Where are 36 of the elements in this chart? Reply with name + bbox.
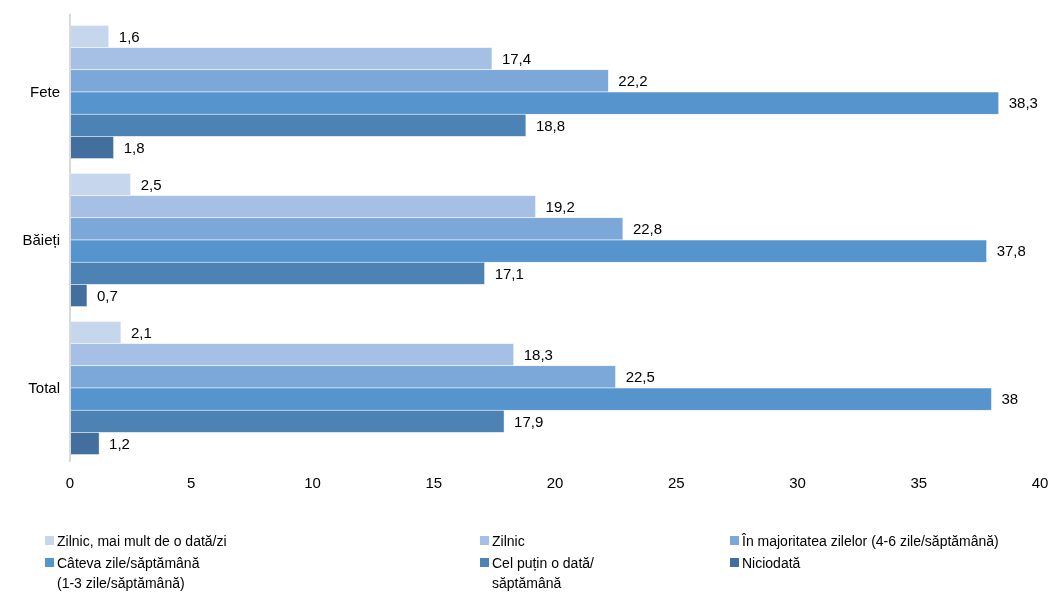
data-label: 2,1 xyxy=(130,323,152,341)
x-tick-label: 35 xyxy=(910,474,928,491)
data-label: 19,2 xyxy=(545,197,575,215)
legend-label: Zilnic xyxy=(492,532,525,549)
x-tick-label: 0 xyxy=(65,474,75,491)
data-label: 17,1 xyxy=(494,264,524,282)
legend-label: Niciodată xyxy=(742,554,801,571)
data-label: 18,8 xyxy=(535,116,566,134)
y-tick-label: Total xyxy=(28,379,60,397)
data-label: 37,8 xyxy=(996,242,1026,260)
data-label: 1,2 xyxy=(109,434,130,452)
legend-label: Zilnic, mai mult de o dată/zi xyxy=(57,532,227,549)
data-label: 17,9 xyxy=(514,412,544,430)
data-label: 22,8 xyxy=(632,220,663,238)
data-label: 38,3 xyxy=(1008,94,1038,112)
x-tick-label: 30 xyxy=(789,474,806,491)
data-label: 22,2 xyxy=(618,72,648,90)
x-tick-label: 5 xyxy=(187,474,196,491)
data-label: 17,4 xyxy=(501,49,532,67)
y-tick-label: Băieți xyxy=(22,231,60,249)
data-label: 1,6 xyxy=(118,27,140,45)
x-tick-label: 15 xyxy=(425,474,443,491)
x-tick-label: 40 xyxy=(1031,474,1049,491)
data-label: 0,7 xyxy=(96,286,118,304)
legend-label: Cel puțin o dată/ săptămână xyxy=(492,554,595,591)
x-tick-label: 20 xyxy=(546,474,564,491)
data-label: 38 xyxy=(1001,390,1019,408)
x-tick-label: 10 xyxy=(304,474,321,491)
legend-label: În majoritatea zilelor (4-6 zile/săptămână) xyxy=(741,532,999,549)
data-label: 1,8 xyxy=(123,138,145,156)
x-tick-label: 25 xyxy=(667,474,685,491)
legend-label: Câteva zile/săptămână (1-3 zile/săptămână) xyxy=(57,554,200,591)
data-label: 22,5 xyxy=(625,368,655,386)
y-tick-label: Fete xyxy=(29,83,60,101)
data-label: 2,5 xyxy=(140,175,162,193)
data-label: 18,3 xyxy=(523,345,553,363)
